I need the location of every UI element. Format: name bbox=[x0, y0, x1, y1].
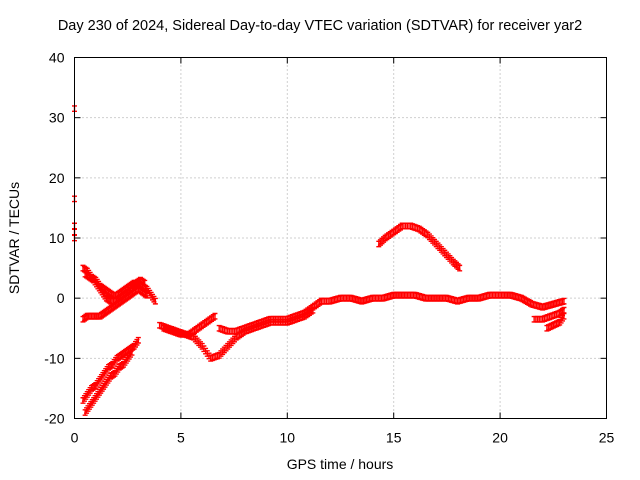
data-points bbox=[72, 105, 567, 416]
grid bbox=[74, 57, 607, 419]
x-axis-label: GPS time / hours bbox=[286, 456, 394, 472]
axis-ticks: 0 5 10 15 20 25 -20 -10 0 10 20 30 40 bbox=[44, 50, 614, 446]
series-rising-left-b bbox=[82, 348, 135, 416]
y-tick-label: 20 bbox=[49, 170, 65, 186]
series-mid-dip-b bbox=[161, 312, 218, 338]
series-right-tail-b bbox=[544, 312, 567, 332]
x-tick-label: 15 bbox=[386, 430, 402, 446]
plot-frame bbox=[74, 57, 607, 419]
series-arc bbox=[376, 222, 463, 272]
series-rising-left bbox=[80, 336, 141, 404]
series-flat-band bbox=[318, 291, 567, 311]
data-point bbox=[561, 312, 567, 320]
y-tick-label: 30 bbox=[49, 110, 65, 126]
series-right-tail bbox=[531, 306, 567, 323]
data-point bbox=[144, 291, 150, 299]
x-tick-label: 0 bbox=[71, 430, 79, 446]
data-point bbox=[561, 297, 567, 305]
y-tick-label: 40 bbox=[49, 50, 65, 66]
data-point bbox=[142, 279, 148, 287]
data-point bbox=[152, 297, 158, 305]
y-tick-label: 0 bbox=[57, 290, 65, 306]
y-tick-label: -10 bbox=[44, 350, 64, 366]
x-tick-label: 25 bbox=[599, 430, 615, 446]
data-point bbox=[457, 264, 463, 272]
series-low-left-branch bbox=[80, 285, 150, 323]
x-tick-label: 20 bbox=[492, 430, 508, 446]
data-point bbox=[212, 312, 218, 320]
x-tick-label: 5 bbox=[177, 430, 185, 446]
data-point bbox=[129, 348, 135, 356]
y-tick-label: 10 bbox=[49, 230, 65, 246]
data-point bbox=[135, 336, 141, 344]
y-tick-label: -20 bbox=[44, 411, 64, 427]
x-tick-label: 10 bbox=[280, 430, 296, 446]
chart-title: Day 230 of 2024, Sidereal Day-to-day VTE… bbox=[57, 18, 583, 34]
y-axis-label: SDTVAR / TECUs bbox=[6, 181, 22, 295]
series-mid-band bbox=[216, 297, 324, 335]
